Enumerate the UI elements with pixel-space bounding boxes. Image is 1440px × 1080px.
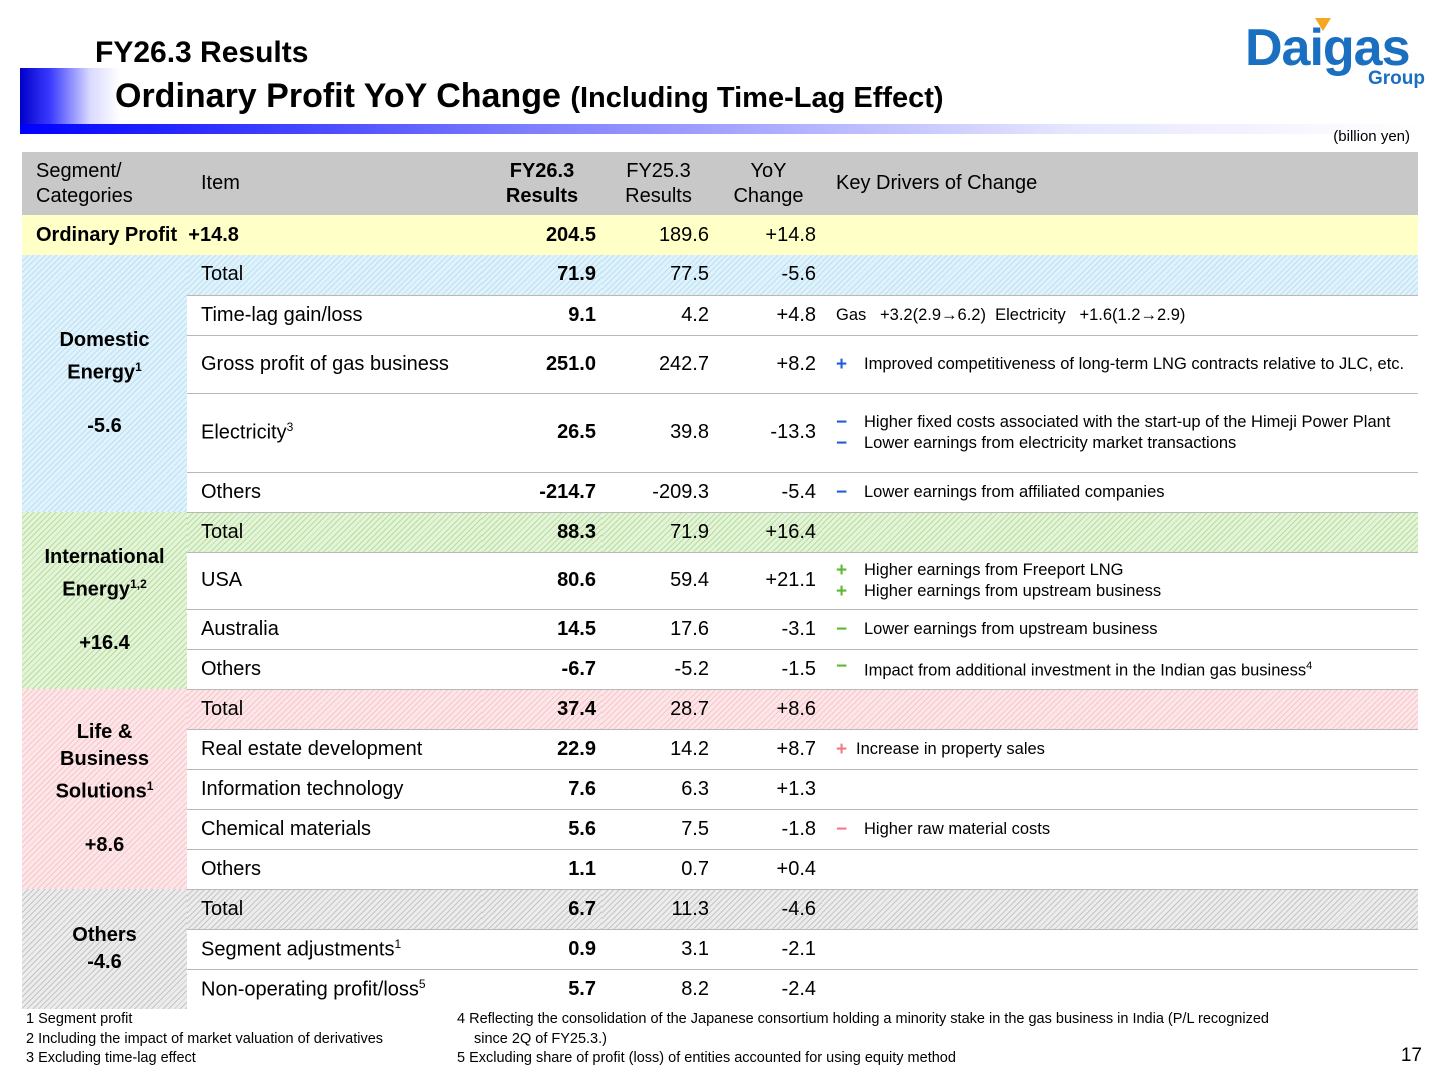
- footnote-3: 3 Excluding time-lag effect: [26, 1050, 196, 1066]
- ordinary-profit-fy25: 189.6: [602, 215, 715, 255]
- driver-text: Higher raw material costs: [864, 819, 1051, 838]
- table-row: Segment adjustments1 0.9 3.1 -2.1: [22, 929, 1418, 970]
- driver-text: Improved competitiveness of long-term LN…: [864, 354, 1405, 373]
- table-row: Domestic Energy1 -5.6 Total 71.9 77.5 -5.6: [22, 255, 1418, 512]
- minus-sign: −: [836, 411, 848, 433]
- footnotes-left: 1 Segment profit 2 Including the impact …: [26, 1010, 383, 1069]
- table-row: Others -6.7 -5.2 -1.5 − Impact from addit…: [22, 649, 1418, 690]
- page-title-line1: FY26.3 Results: [95, 36, 309, 69]
- table-row: International Energy1,2 +16.4 Total 88.3 7…: [22, 512, 1418, 689]
- ordinary-profit-fy26: 204.5: [482, 215, 602, 255]
- header-underline: [20, 124, 1420, 134]
- col-item: Item: [187, 152, 482, 215]
- driver-text: Increase in property sales: [856, 739, 1045, 758]
- table-row: Australia 14.5 17.6 -3.1 − Lower earnings…: [22, 609, 1418, 650]
- driver-text: Higher earnings from Freeport LNG: [864, 560, 1124, 579]
- segment-change: +8.6: [84, 834, 125, 857]
- title-main: Ordinary Profit YoY Change: [115, 77, 561, 115]
- header-gradient-bar: [20, 68, 1420, 134]
- segment-change: +16.4: [79, 632, 130, 655]
- footnotes-right: 4 Reflecting the consolidation of the Ja…: [457, 1010, 1377, 1069]
- table-row: Time-lag gain/loss 9.1 4.2 +4.8 Gas +3.2…: [22, 295, 1418, 336]
- ordinary-profit-row: Ordinary Profit +14.8 204.5 189.6 +14.8: [22, 215, 1418, 255]
- driver-text: Lower earnings from affiliated companies: [864, 482, 1165, 501]
- footnote-2: 2 Including the impact of market valuati…: [26, 1030, 384, 1047]
- table-row: Real estate development 22.9 14.2 +8.7 +…: [22, 729, 1418, 770]
- segment-domestic-energy: Domestic Energy1 -5.6: [22, 255, 187, 512]
- segment-life-business: Life & Business Solutions1 +8.6: [22, 689, 187, 889]
- table-row: Others -214.7 -209.3 -5.4 − Lower earning…: [22, 472, 1418, 513]
- ordinary-profit-yoy: +14.8: [715, 215, 822, 255]
- table-row: Others 1.1 0.7 +0.4: [22, 849, 1418, 890]
- driver-text: Impact from additional investment in the…: [864, 661, 1307, 680]
- segment-change: -4.6: [87, 951, 122, 973]
- table-row: USA 80.6 59.4 +21.1 + Higher earnings fro…: [22, 552, 1418, 610]
- table-row: Others -4.6 Total 6.7 11.3 -4.6: [22, 889, 1418, 1009]
- col-segment: Segment/Categories: [22, 152, 187, 215]
- minus-sign: −: [836, 618, 848, 640]
- logo-flame-icon: [1315, 18, 1331, 31]
- driver-text: Lower earnings from electricity market t…: [864, 433, 1237, 452]
- table-row: Chemical materials 5.6 7.5 -1.8 − Higher …: [22, 809, 1418, 850]
- ordinary-profit-label: Ordinary Profit: [36, 223, 178, 246]
- segment-international-energy: International Energy1,2 +16.4: [22, 512, 187, 689]
- minus-sign: −: [836, 656, 848, 678]
- daigas-logo: Daigas Group: [1245, 18, 1427, 90]
- plus-sign: +: [836, 580, 848, 602]
- driver-text: Lower earnings from upstream business: [864, 619, 1158, 638]
- driver-text: Gas +3.2(2.9→6.2) Electricity +1.6(1.2→2…: [822, 295, 1418, 336]
- footnote-4: 4 Reflecting the consolidation of the Ja…: [457, 1011, 1269, 1027]
- segment-change: -5.6: [87, 415, 122, 438]
- col-fy25: FY25.3 Results: [602, 152, 715, 215]
- plus-sign: +: [836, 559, 848, 581]
- ordinary-profit-table: Segment/Categories Item FY26.3 Results FY…: [22, 152, 1418, 1009]
- table-row: Non-operating profit/loss5 5.7 8.2 -2.4: [201, 976, 816, 1001]
- table-row: Information technology 7.6 6.3 +1.3: [22, 769, 1418, 810]
- driver-text: Higher fixed costs associated with the s…: [864, 412, 1391, 431]
- table-header-row: Segment/Categories Item FY26.3 Results FY…: [22, 152, 1418, 215]
- footnote-1: 1 Segment profit: [26, 1011, 133, 1027]
- col-fy26: FY26.3 Results: [482, 152, 602, 215]
- title-sub: (Including Time-Lag Effect): [570, 82, 944, 114]
- minus-sign: −: [836, 432, 848, 454]
- driver-text: Higher earnings from upstream business: [864, 581, 1162, 600]
- footnote-4-cont: since 2Q of FY25.3.): [474, 1030, 607, 1047]
- page-title-line2: Ordinary Profit YoY Change (Including Ti…: [115, 77, 944, 116]
- col-drivers: Key Drivers of Change: [822, 152, 1418, 215]
- plus-sign: +: [836, 738, 848, 760]
- page-number: 17: [1400, 1045, 1422, 1066]
- footnote-5: 5 Excluding share of profit (loss) of en…: [457, 1050, 956, 1066]
- ordinary-profit-change-label: +14.8: [188, 223, 239, 246]
- col-yoy: YoY Change: [715, 152, 822, 215]
- table-row: Gross profit of gas business 251.0 242.7…: [22, 335, 1418, 394]
- unit-label: (billion yen): [1333, 128, 1410, 145]
- table-row: Life & Business Solutions1 +8.6 Total 37.4 …: [22, 689, 1418, 889]
- plus-sign: +: [836, 353, 848, 375]
- segment-others: Others -4.6: [22, 889, 187, 1009]
- logo-group: Group: [1368, 68, 1425, 89]
- minus-sign: −: [836, 481, 848, 503]
- table-row: Electricity3 26.5 39.8 -13.3 − Higher fix…: [22, 393, 1418, 473]
- minus-sign: −: [836, 818, 848, 840]
